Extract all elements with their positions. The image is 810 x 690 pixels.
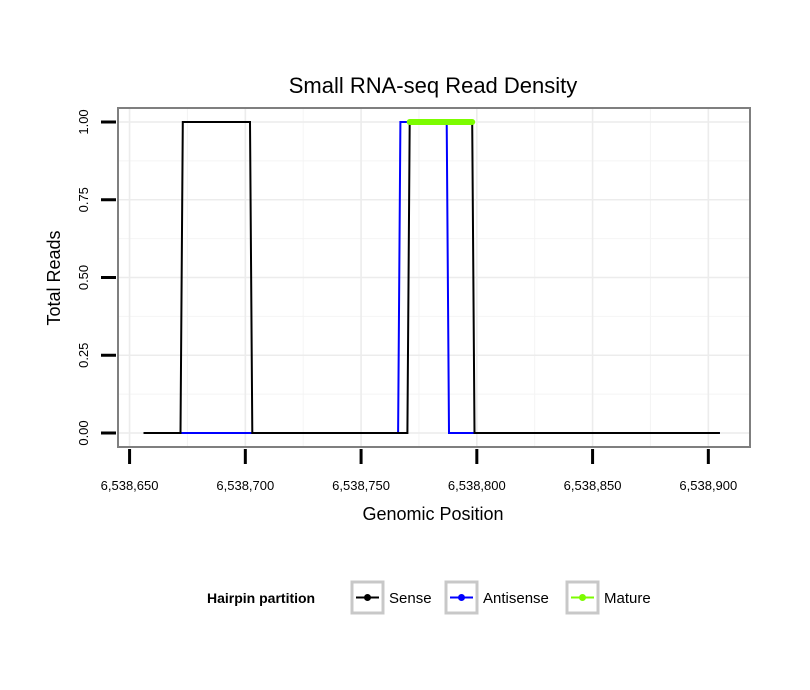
legend-point-mature <box>579 594 586 601</box>
legend-label-sense: Sense <box>389 590 432 607</box>
series-line-sense <box>143 121 720 434</box>
x-tick-label: 6,538,850 <box>564 478 622 493</box>
x-tick-label: 6,538,700 <box>216 478 274 493</box>
y-tick-label: 0.50 <box>76 265 91 290</box>
x-axis-title: Genomic Position <box>362 504 503 524</box>
y-axis-title: Total Reads <box>44 230 64 325</box>
axes: 6,538,650 6,538,700 6,538,750 6,538,800 6,53… <box>76 107 751 493</box>
y-tick-label: 1.00 <box>76 109 91 134</box>
x-tick-label: 6,538,650 <box>101 478 159 493</box>
legend-label-mature: Mature <box>604 590 651 607</box>
x-tick-label: 6,538,750 <box>332 478 390 493</box>
grid <box>118 108 750 447</box>
plot-border <box>117 107 751 448</box>
legend: Hairpin partition Sense Antisense Mature <box>207 580 651 615</box>
chart-title: Small RNA-seq Read Density <box>289 73 578 98</box>
y-tick-label: 0.25 <box>76 343 91 368</box>
legend-point-sense <box>364 594 371 601</box>
x-tick-label: 6,538,900 <box>679 478 737 493</box>
legend-point-antisense <box>458 594 465 601</box>
y-tick-label: 0.00 <box>76 420 91 445</box>
series-layer <box>143 119 720 434</box>
legend-label-antisense: Antisense <box>483 590 549 607</box>
x-tick-label: 6,538,800 <box>448 478 506 493</box>
legend-title: Hairpin partition <box>207 590 315 606</box>
y-tick-label: 0.75 <box>76 187 91 212</box>
